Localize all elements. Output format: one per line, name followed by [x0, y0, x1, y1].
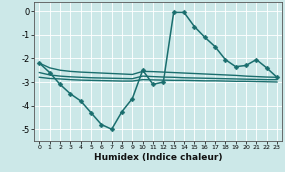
X-axis label: Humidex (Indice chaleur): Humidex (Indice chaleur)	[94, 153, 222, 162]
